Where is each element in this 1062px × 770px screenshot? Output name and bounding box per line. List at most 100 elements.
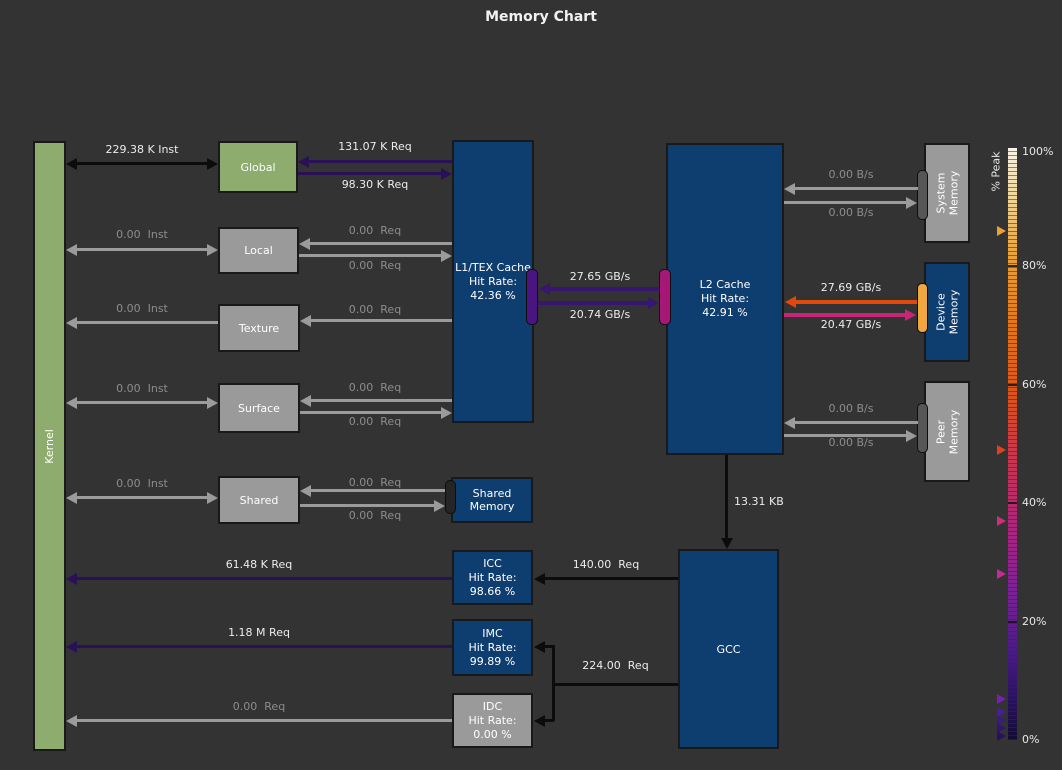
colorbar-marker (997, 515, 1006, 526)
flow-surface-l1-in-arrow (311, 399, 452, 402)
surface-node: Surface (218, 383, 300, 433)
flow-global-l1-in-arrow (309, 160, 452, 163)
system-memory-port (917, 170, 928, 220)
shared-memory-node: Shared Memory (451, 477, 533, 523)
flow-gcc-idc-arrow (545, 719, 554, 722)
colorbar-tick-label-60: 60% (1022, 378, 1047, 391)
flow-l2-system-write-arrow (784, 201, 906, 204)
shared-label: Shared (239, 493, 279, 507)
flow-global-l1-in-label: 131.07 K Req (338, 140, 412, 153)
shared-node: Shared (218, 476, 300, 524)
imc-hit-rate-value: 99.89 % (469, 654, 516, 668)
flow-kernel-texture-label: 0.00 Inst (116, 302, 168, 315)
system-memory-node: System Memory (924, 143, 970, 243)
flow-l1-l2-read-label: 27.65 GB/s (569, 270, 631, 283)
flow-kernel-local-label: 0.00 Inst (116, 228, 168, 241)
peak-colorbar-title: % Peak (989, 151, 1003, 192)
device-memory-label: Device Memory (934, 289, 960, 335)
l1-hit-rate-label: Hit Rate: (468, 274, 518, 288)
icc-label: ICC Hit Rate: 98.66 % (468, 557, 516, 599)
flow-local-l1-in-arrow (310, 242, 452, 245)
flow-l2-peer-write-arrow (784, 434, 906, 437)
flow-shared-out-arrow (300, 504, 434, 507)
flow-imc-kernel-arrow (77, 645, 452, 648)
kernel-label: Kernel (43, 428, 56, 464)
flow-l2-device-read-label: 27.69 GB/s (820, 281, 882, 294)
imc-hit-rate-label: Hit Rate: (468, 640, 517, 654)
colorbar-marker (997, 714, 1006, 725)
flow-l2-device-write-arrow (784, 313, 905, 317)
flow-kernel-global-label: 229.38 K Inst (105, 143, 179, 156)
gcc-label: GCC (716, 642, 741, 656)
flow-l2-device-read-arrow (796, 300, 917, 304)
texture-label: Texture (238, 321, 280, 335)
idc-hit-rate-label: Hit Rate: (468, 713, 517, 727)
texture-node: Texture (218, 304, 300, 352)
device-memory-port (917, 283, 928, 333)
device-memory-node: Device Memory (924, 262, 970, 362)
l2-name: L2 Cache (699, 278, 751, 291)
flow-kernel-global-arrow (77, 162, 207, 165)
l1-l2-port-l2 (659, 269, 671, 325)
l1-name: L1/TEX Cache (455, 260, 531, 274)
flow-global-l1-out-label: 98.30 K Req (341, 178, 409, 191)
flow-gcc-icc-label: 140.00 Req (572, 558, 640, 571)
l2-cache-label: L2 Cache Hit Rate: 42.91 % (700, 278, 751, 320)
flow-l2-system-read-arrow (795, 187, 918, 190)
global-node: Global (218, 141, 298, 193)
system-memory-label: System Memory (934, 170, 960, 216)
colorbar-marker (997, 225, 1006, 236)
flow-idc-kernel-arrow (77, 719, 452, 722)
flow-icc-kernel-arrow (77, 577, 452, 580)
shared-memory-label: Shared Memory (469, 487, 515, 513)
colorbar-tick-label-40: 40% (1022, 496, 1047, 509)
idc-node: IDC Hit Rate: 0.00 % (452, 693, 533, 748)
idc-name: IDC (482, 699, 503, 713)
flow-texture-l1-arrow (311, 319, 452, 322)
flow-l2-gcc-label: 13.31 KB (734, 495, 784, 508)
idc-hit-rate-value: 0.00 % (473, 727, 512, 741)
icc-name: ICC (483, 556, 502, 570)
l2-hit-rate-value: 42.91 % (702, 306, 748, 319)
l2-cache-node: L2 Cache Hit Rate: 42.91 % (666, 143, 784, 455)
flow-shared-in-label: 0.00 Req (348, 476, 402, 489)
colorbar-tick (1008, 502, 1017, 504)
flow-imc-kernel-label: 1.18 M Req (228, 626, 290, 639)
shared-memory-port (445, 480, 456, 514)
l1-hit-rate-value: 42.36 % (470, 288, 516, 302)
flow-gcc-imc-idc-label: 224.00 Req (582, 659, 649, 672)
idc-label: IDC Hit Rate: 0.00 % (468, 700, 516, 742)
flow-gcc-icc-arrow (545, 577, 678, 580)
flow-icc-kernel-label: 61.48 K Req (225, 558, 293, 571)
flow-kernel-surface-arrow (77, 401, 207, 404)
colorbar-tick-label-100: 100% (1022, 145, 1054, 158)
global-label: Global (240, 160, 276, 174)
colorbar-marker (997, 444, 1006, 455)
l1-cache-label: L1/TEX Cache Hit Rate: 42.36 % (455, 261, 531, 303)
peer-memory-port (917, 403, 928, 453)
colorbar-marker (997, 723, 1006, 734)
colorbar-tick-label-0: 0% (1022, 733, 1040, 746)
flow-shared-in-arrow (311, 489, 445, 492)
colorbar-marker (997, 569, 1006, 580)
colorbar-marker (997, 707, 1006, 718)
colorbar-tick-label-80: 80% (1022, 259, 1047, 272)
flow-kernel-shared-label: 0.00 Inst (116, 477, 168, 490)
flow-gcc-branch-horizontal (553, 683, 678, 686)
flow-l1-l2-write-label: 20.74 GB/s (569, 308, 631, 321)
flow-l2-peer-read-arrow (795, 421, 918, 424)
colorbar-marker (997, 730, 1006, 741)
colorbar-tick (1008, 384, 1017, 386)
colorbar-tick-label-20: 20% (1022, 615, 1047, 628)
imc-name: IMC (482, 626, 503, 640)
imc-label: IMC Hit Rate: 99.89 % (468, 627, 516, 669)
colorbar-tick (1008, 265, 1017, 267)
flow-global-l1-out-arrow (298, 172, 441, 175)
flow-surface-l1-out-arrow (300, 411, 441, 414)
flow-local-l1-in-label: 0.00 Req (348, 224, 402, 237)
gcc-node: GCC (678, 549, 779, 749)
icc-hit-rate-value: 98.66 % (469, 584, 516, 598)
peak-colorbar (1008, 148, 1017, 740)
icc-hit-rate-label: Hit Rate: (468, 570, 517, 584)
